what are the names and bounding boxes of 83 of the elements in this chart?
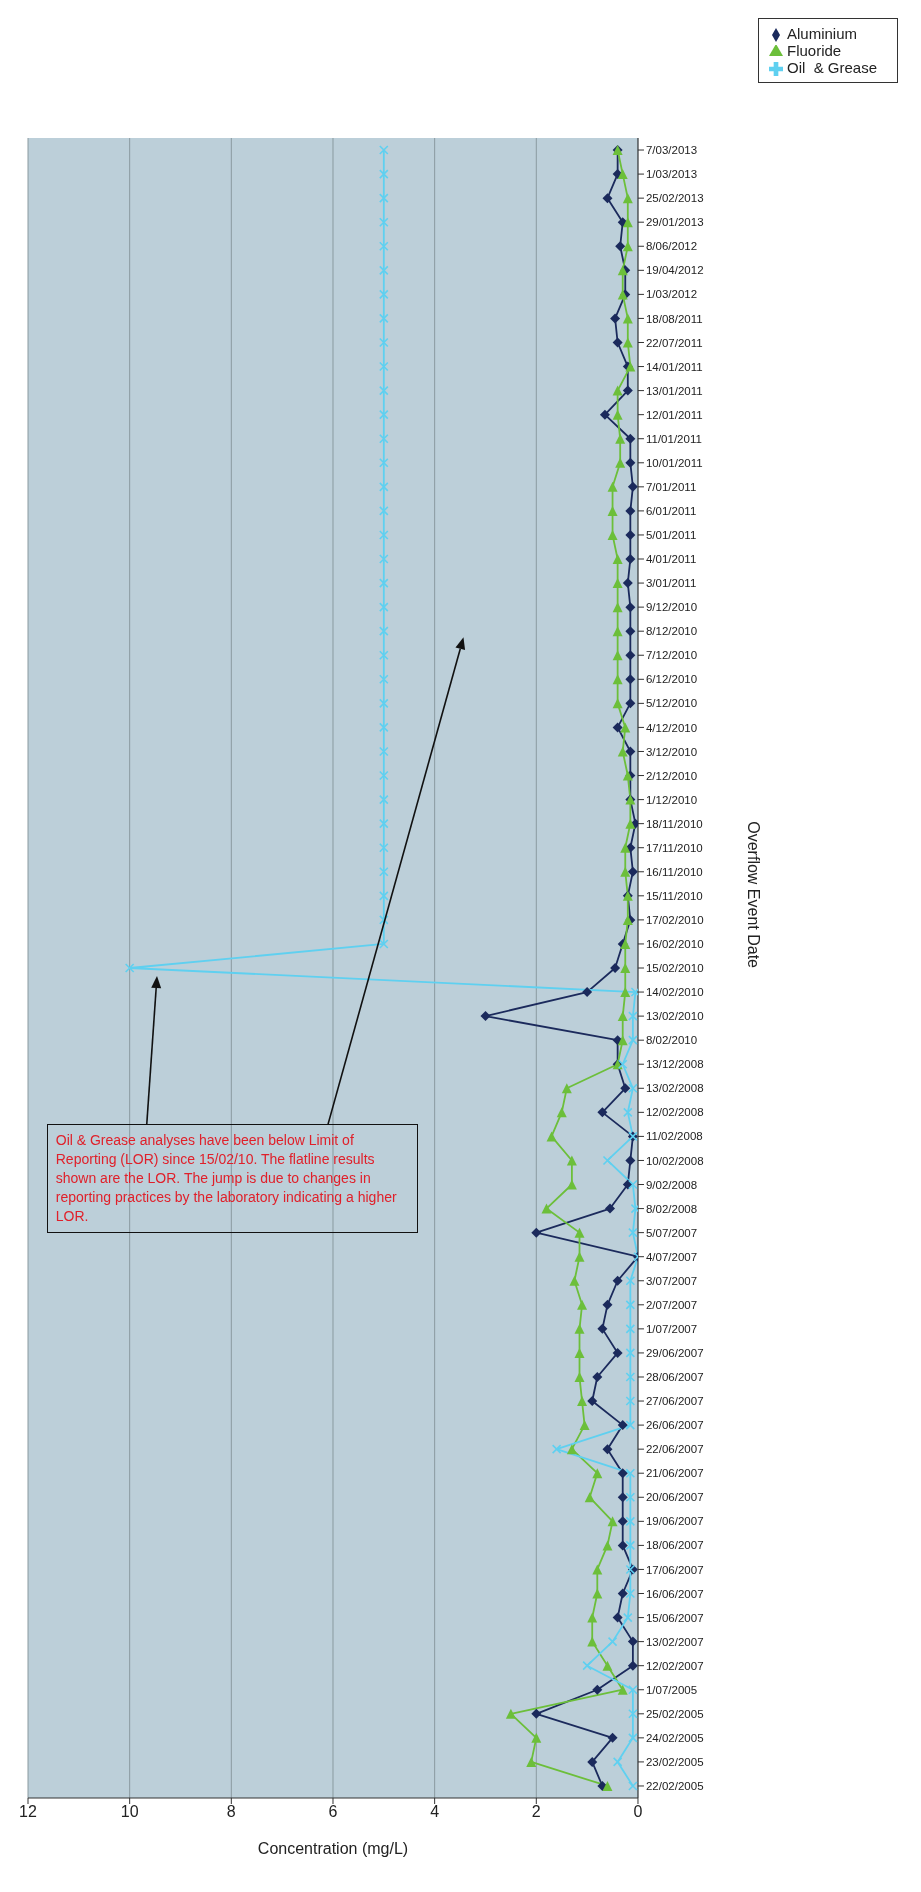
y-tick-label: 15/11/2010 (645, 889, 703, 902)
y-tick-label: 16/06/2007 (645, 1587, 704, 1600)
x-tick-label: 2 (531, 1803, 541, 1821)
y-tick-label: 3/12/2010 (645, 745, 698, 758)
legend-label: Aluminium (786, 25, 857, 42)
y-tick-label: 19/06/2007 (645, 1515, 704, 1528)
x-axis-title: Concentration (mg/L) (257, 1840, 409, 1857)
y-tick-label: 7/12/2010 (645, 649, 698, 662)
y-tick-label: 6/01/2011 (645, 504, 697, 517)
y-tick-label: 5/01/2011 (645, 529, 697, 542)
y-tick-label: 18/11/2010 (645, 817, 703, 830)
y-tick-label: 3/01/2011 (645, 577, 697, 590)
y-tick-label: 13/01/2011 (645, 384, 703, 397)
y-tick-label: 28/06/2007 (645, 1371, 704, 1384)
y-tick-label: 1/07/2007 (645, 1322, 698, 1335)
y-tick-label: 6/12/2010 (645, 673, 698, 686)
y-tick-label: 4/12/2010 (645, 721, 698, 734)
y-tick-label: 12/02/2008 (645, 1106, 704, 1119)
y-tick-label: 11/02/2008 (645, 1130, 703, 1143)
x-tick-label: 8 (226, 1803, 236, 1821)
y-tick-label: 17/06/2007 (645, 1563, 704, 1576)
y-tick-label: 8/02/2010 (645, 1034, 698, 1047)
y-tick-label: 9/12/2010 (645, 601, 698, 614)
y-tick-label: 7/01/2011 (645, 480, 697, 493)
y-tick-label: 18/08/2011 (645, 312, 703, 325)
y-tick-label: 29/06/2007 (645, 1347, 704, 1360)
y-tick-label: 22/06/2007 (645, 1443, 704, 1456)
y-tick-label: 10/02/2008 (645, 1154, 704, 1167)
x-tick-label: 12 (19, 1803, 37, 1821)
y-tick-label: 7/03/2013 (645, 144, 698, 157)
y-tick-label: 3/07/2007 (645, 1274, 698, 1287)
y-tick-label: 17/02/2010 (645, 913, 704, 926)
y-tick-label: 12/01/2011 (645, 408, 703, 421)
y-tick-label: 15/02/2010 (645, 962, 704, 975)
y-tick-label: 18/06/2007 (645, 1539, 704, 1552)
y-tick-label: 13/12/2008 (645, 1058, 704, 1071)
y-tick-label: 13/02/2010 (645, 1010, 704, 1023)
y-tick-label: 29/01/2013 (645, 216, 704, 229)
y-axis-title: Overflow Event Date (745, 821, 763, 969)
y-tick-label: 4/01/2011 (645, 553, 697, 566)
y-tick-label: 8/12/2010 (645, 625, 698, 638)
y-tick-label: 13/02/2007 (645, 1635, 704, 1648)
y-tick-label: 1/03/2013 (645, 168, 698, 181)
y-tick-label: 12/02/2007 (645, 1659, 704, 1672)
y-tick-label: 24/02/2005 (645, 1731, 704, 1744)
y-tick-label: 14/01/2011 (645, 360, 703, 373)
y-tick-label: 19/04/2012 (645, 264, 704, 277)
y-tick-label: 21/06/2007 (645, 1467, 704, 1480)
y-tick-label: 27/06/2007 (645, 1395, 704, 1408)
note-box: Oil & Grease analyses have been below Limit of Reporting (LOR) since 15/02/10. The flatline results shown are the LOR. The jump is due to changes in reporting practices by the laboratory indicating a higher LOR. (46, 1124, 418, 1234)
legend-label: Oil & Grease (786, 59, 877, 77)
y-tick-label: 10/01/2011 (645, 456, 703, 469)
y-tick-label: 9/02/2008 (645, 1178, 698, 1191)
x-tick-label: 4 (430, 1803, 440, 1821)
y-tick-label: 16/11/2010 (645, 865, 703, 878)
y-tick-label: 20/06/2007 (645, 1491, 704, 1504)
annotation: Oil & Grease analyses have been below Limit of Reporting (LOR) since 15/02/10. The flatline results shown are the LOR. The jump is due to changes in reporting practices by the laboratory indicating a higher LOR. (55, 1131, 398, 1227)
y-tick-label: 8/02/2008 (645, 1202, 698, 1215)
y-tick-label: 14/02/2010 (645, 986, 704, 999)
y-tick-label: 23/02/2005 (645, 1756, 704, 1768)
y-tick-label: 2/07/2007 (645, 1298, 698, 1311)
y-tick-label: 25/02/2005 (645, 1707, 704, 1720)
y-tick-label: 2/12/2010 (645, 769, 698, 782)
y-tick-label: 1/12/2010 (645, 793, 698, 806)
y-tick-label: 16/02/2010 (645, 938, 704, 951)
y-tick-label: 25/02/2013 (645, 192, 704, 205)
y-tick-label: 17/11/2010 (645, 841, 703, 854)
y-tick-label: 22/02/2005 (645, 1780, 704, 1793)
y-tick-label: 8/06/2012 (645, 240, 698, 253)
y-tick-label: 26/06/2007 (645, 1419, 704, 1432)
x-tick-label: 6 (328, 1803, 338, 1821)
legend-label: Fluoride (786, 42, 842, 60)
y-tick-label: 4/07/2007 (645, 1250, 698, 1263)
x-tick-label: 0 (633, 1803, 643, 1821)
y-tick-label: 11/01/2011 (645, 432, 702, 445)
y-tick-label: 5/07/2007 (645, 1226, 698, 1239)
y-tick-label: 15/06/2007 (645, 1611, 704, 1624)
y-tick-label: 1/07/2005 (645, 1683, 698, 1696)
y-tick-label: 22/07/2011 (645, 336, 703, 349)
x-tick-label: 10 (120, 1803, 139, 1821)
y-tick-label: 5/12/2010 (645, 697, 698, 710)
y-tick-label: 1/03/2012 (645, 288, 698, 301)
y-tick-label: 13/02/2008 (645, 1082, 704, 1095)
